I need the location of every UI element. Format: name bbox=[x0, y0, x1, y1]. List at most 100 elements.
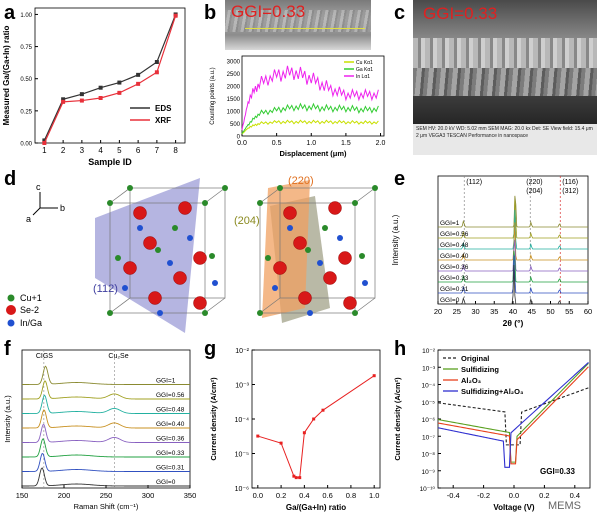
cu-atom bbox=[127, 185, 133, 191]
plot-frame bbox=[251, 349, 381, 489]
data-point bbox=[79, 92, 84, 97]
sem-c-label: GGI=0.33 bbox=[423, 4, 498, 23]
data-point bbox=[98, 85, 103, 90]
data-point bbox=[42, 138, 47, 143]
data-point bbox=[321, 408, 325, 412]
series-label: GGI=0.31 bbox=[440, 286, 469, 293]
y-tick-label: 1000 bbox=[227, 110, 241, 116]
x-tick-label: 200 bbox=[58, 491, 71, 500]
inga-atom bbox=[212, 280, 218, 286]
se-atom bbox=[328, 201, 342, 215]
cu-atom bbox=[172, 225, 178, 231]
y-tick-label: 10⁻⁶ bbox=[422, 417, 436, 424]
atoms bbox=[107, 185, 378, 316]
inga-atom bbox=[337, 235, 343, 241]
y-tick-label: 0.00 bbox=[20, 142, 32, 148]
inga-atom bbox=[122, 285, 128, 291]
sem-image-b: GGI=0.33 bbox=[225, 0, 371, 50]
x-axis-label: Ga/(Ga+In) ratio bbox=[286, 503, 346, 512]
y-tick-label: 10⁻⁵ bbox=[422, 400, 436, 407]
data-point bbox=[279, 441, 283, 445]
se-atom bbox=[173, 271, 187, 285]
inga-atom bbox=[272, 285, 278, 291]
series-line-eds bbox=[43, 14, 177, 141]
se-atom bbox=[123, 261, 137, 275]
y-tick-label: 0.75 bbox=[20, 45, 32, 51]
series-label: GGI=1 bbox=[156, 378, 176, 385]
plane-204-label: (204) bbox=[234, 215, 260, 227]
y-axis-label: Intensity (a.u.) bbox=[3, 395, 12, 443]
series-line bbox=[438, 195, 588, 228]
peak-label: Cu₂Se bbox=[108, 353, 128, 360]
legend-label: Sulfidizing bbox=[461, 365, 499, 374]
x-tick-label: 6 bbox=[136, 146, 141, 155]
chart-f: 150 200 250 300 350 Raman Shift (cm⁻¹) Intensi… bbox=[3, 349, 196, 511]
data-point bbox=[136, 72, 141, 77]
y-axis-label: Measured Ga/(Ga+In) ratio bbox=[2, 25, 11, 125]
series-label: GGI=0.48 bbox=[156, 407, 185, 414]
inga-atom bbox=[317, 260, 323, 266]
se-atom bbox=[338, 251, 352, 265]
panel-label-g: g bbox=[204, 338, 217, 360]
annotation: GGI=0.33 bbox=[540, 467, 575, 476]
se-atom bbox=[323, 271, 337, 285]
data-point bbox=[98, 96, 103, 100]
x-tick-label: 250 bbox=[100, 491, 113, 500]
x-tick-label: 1.0 bbox=[306, 140, 316, 147]
data-point bbox=[302, 431, 306, 435]
chart-e: 20 25 30 35 40 45 50 55 60 2θ (°) Intensity (a.u.)… bbox=[391, 175, 592, 328]
x-tick-label: 40 bbox=[509, 307, 517, 316]
cu-atom bbox=[257, 200, 263, 206]
cu-atom bbox=[305, 247, 311, 253]
series-line bbox=[438, 209, 588, 250]
x-axis-label: 2θ (°) bbox=[503, 318, 524, 328]
x-tick-label: 0.4 bbox=[299, 491, 309, 500]
legend-label: Sulfidizing+Al₂O₃ bbox=[461, 387, 524, 396]
data-point bbox=[154, 70, 159, 75]
series-line bbox=[438, 264, 588, 305]
x-tick-label: 2.0 bbox=[376, 140, 386, 147]
legend-label: Cu Kα1 bbox=[356, 60, 373, 66]
x-tick-label: 150 bbox=[16, 491, 29, 500]
cu-atom bbox=[222, 185, 228, 191]
cu-atom bbox=[257, 310, 263, 316]
series-line-ga bbox=[241, 102, 379, 134]
plot-frame bbox=[34, 7, 186, 144]
legend-label: Original bbox=[461, 354, 489, 363]
se-atom bbox=[298, 291, 312, 305]
series-label: GGI=0.36 bbox=[440, 264, 469, 271]
series-line bbox=[437, 366, 589, 465]
y-tick-label: 10⁻⁵ bbox=[235, 452, 249, 459]
series-line bbox=[21, 394, 190, 414]
panel-label-e: e bbox=[394, 168, 406, 190]
cu-atom bbox=[209, 253, 215, 259]
y-tick-label: 3000 bbox=[227, 60, 241, 66]
se-atom bbox=[283, 206, 297, 220]
series-line bbox=[437, 362, 589, 463]
x-tick-label: 2 bbox=[61, 146, 66, 155]
cu-atom bbox=[202, 200, 208, 206]
chart-b: 0.0 0.5 1.0 1.5 2.0 0 500 1000 1500 2000 2500 3000 D… bbox=[210, 55, 386, 158]
series-line-xrf bbox=[43, 15, 177, 144]
cu-atom bbox=[277, 185, 283, 191]
inga-atom bbox=[137, 225, 143, 231]
data-point bbox=[42, 141, 47, 145]
cu-atom bbox=[107, 310, 113, 316]
cu-atom bbox=[359, 253, 365, 259]
cu-atom bbox=[265, 255, 271, 261]
chart-h: -0.4 -0.2 0.0 0.2 0.4 10⁻² 10⁻³ 10⁻⁴ 10⁻⁵ 10⁻⁶ 10⁻… bbox=[393, 348, 591, 512]
sem-c-footer: SEM HV: 20.0 kV WD: 5.02 mm SEM MAG: 20.… bbox=[416, 126, 593, 139]
y-tick-label: 1500 bbox=[227, 97, 241, 103]
legend-cu: Cu+1 bbox=[20, 293, 42, 303]
x-tick-label: 5 bbox=[117, 146, 122, 155]
series-label: GGI=0.56 bbox=[440, 231, 469, 238]
series-line bbox=[21, 467, 190, 487]
x-tick-label: 4 bbox=[98, 146, 103, 155]
y-tick-label: 10⁻⁴ bbox=[422, 383, 436, 390]
x-tick-label: 0.2 bbox=[276, 491, 286, 500]
series-line bbox=[437, 362, 589, 468]
y-tick-label: 10⁻³ bbox=[235, 383, 249, 390]
se-atom bbox=[143, 236, 157, 250]
series-label: GGI=0.36 bbox=[156, 436, 185, 443]
panel-label-h: h bbox=[394, 338, 407, 360]
